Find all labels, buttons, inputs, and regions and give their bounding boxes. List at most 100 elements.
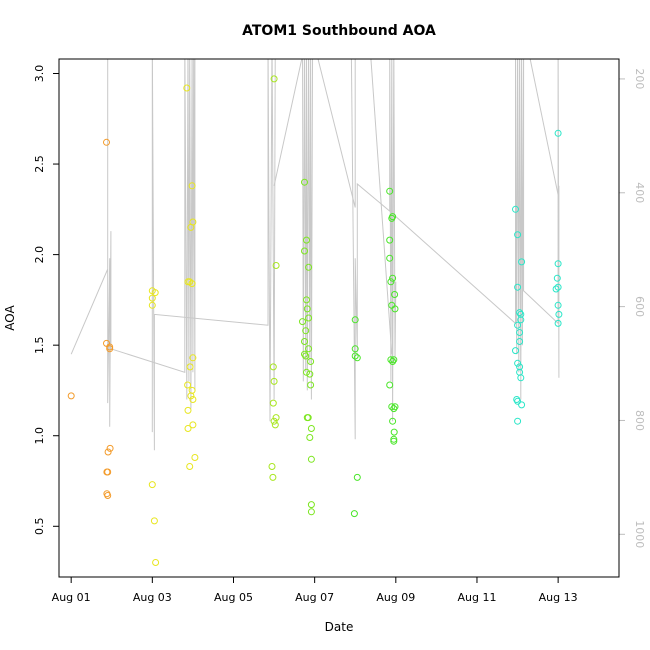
data-point-1-2 (103, 138, 110, 146)
data-point-5-22 (390, 405, 398, 413)
data-point-4-9 (302, 327, 310, 335)
data-point-5-3 (351, 352, 359, 360)
y-tick-label: 1.5 (33, 336, 46, 354)
x-tick-label: Aug 13 (539, 591, 578, 604)
data-point-5-25 (390, 428, 398, 436)
data-point-4-3 (301, 247, 308, 255)
data-point-5-4 (353, 354, 361, 362)
data-point-5-11 (386, 254, 394, 262)
data-point-6-4 (514, 283, 522, 291)
series-line-6 (393, 59, 560, 400)
data-point-6-25 (554, 301, 562, 309)
y-tick-label: 3.0 (33, 65, 46, 83)
data-point-6-19 (514, 417, 522, 425)
data-point-2-3 (151, 289, 159, 297)
y-axis-label: AOA (3, 304, 17, 330)
data-point-6-24 (552, 285, 560, 293)
data-point-4-1 (301, 178, 308, 186)
data-point-3-2 (272, 262, 280, 269)
data-point-3-4 (270, 377, 278, 385)
data-point-5-18 (389, 358, 397, 365)
data-point-4-4 (305, 263, 313, 271)
data-point-1-5 (106, 343, 114, 351)
data-point-2-11 (187, 223, 195, 231)
data-point-4-13 (305, 345, 313, 353)
series-line-7 (529, 59, 559, 195)
data-point-2-7 (152, 559, 160, 566)
data-point-2-18 (188, 386, 196, 394)
data-point-6-23 (554, 283, 562, 291)
data-point-6-1 (512, 205, 519, 213)
data-point-6-20 (554, 129, 562, 137)
data-point-1-1 (67, 392, 75, 400)
data-point-3-3 (269, 363, 277, 371)
data-point-5-5 (353, 473, 361, 481)
data-point-5-15 (388, 301, 396, 309)
x-tick-label: Aug 03 (133, 591, 172, 604)
plot-frame (58, 58, 620, 578)
series-line-3 (273, 59, 356, 400)
data-point-2-4 (148, 301, 156, 309)
data-point-4-24 (307, 508, 315, 516)
data-point-2-23 (184, 425, 192, 432)
data-point-5-27 (390, 437, 398, 445)
y-tick-label: 2.0 (33, 246, 46, 264)
data-point-2-24 (191, 454, 199, 461)
data-point-4-2 (303, 236, 310, 244)
x-tick-label: Aug 09 (376, 591, 415, 604)
data-point-5-20 (386, 381, 394, 389)
data-point-2-20 (189, 396, 197, 403)
data-point-3-9 (268, 463, 276, 470)
data-point-4-16 (306, 370, 314, 378)
data-point-3-8 (271, 421, 279, 429)
data-point-5-6 (350, 510, 358, 518)
data-point-6-8 (514, 321, 522, 329)
data-point-4-23 (307, 501, 315, 509)
data-point-6-7 (517, 316, 525, 324)
data-point-4-17 (307, 381, 315, 389)
series-line-2 (151, 59, 276, 451)
data-point-6-13 (516, 363, 524, 371)
data-points (67, 75, 563, 566)
data-point-4-22 (307, 455, 315, 463)
data-point-2-9 (188, 182, 196, 190)
data-point-6-2 (514, 231, 522, 239)
data-point-6-12 (514, 359, 522, 367)
data-point-5-2 (351, 345, 359, 353)
y-tick-label: 0.5 (33, 518, 46, 536)
data-point-6-27 (554, 319, 562, 327)
data-point-6-26 (555, 310, 563, 318)
data-point-2-14 (188, 280, 196, 288)
data-point-6-21 (554, 260, 562, 268)
data-point-6-17 (514, 397, 522, 405)
data-point-6-3 (518, 258, 526, 266)
data-point-6-5 (516, 309, 524, 317)
data-point-1-8 (104, 448, 112, 456)
data-point-3-7 (270, 417, 278, 425)
data-point-3-1 (270, 75, 278, 83)
data-point-2-17 (184, 381, 192, 389)
data-point-6-11 (512, 347, 519, 355)
data-point-5-24 (389, 417, 397, 425)
data-point-2-21 (184, 406, 192, 414)
data-point-3-10 (269, 473, 277, 481)
data-point-3-6 (272, 414, 280, 422)
data-point-5-23 (391, 403, 399, 411)
chart-title: ATOM1 Southbound AOA (242, 23, 436, 39)
data-point-6-9 (516, 329, 524, 336)
y2-tick-label: 600 (633, 296, 646, 317)
y-tick-label: 1.0 (33, 427, 46, 445)
y2-tick-label: 1000 (633, 520, 646, 548)
y2-tick-label: 400 (633, 182, 646, 203)
data-point-6-18 (518, 401, 526, 409)
data-point-6-10 (516, 338, 524, 345)
data-point-5-9 (388, 214, 396, 222)
series-lines (70, 59, 560, 451)
series-line-5 (370, 59, 393, 355)
x-tick-label: Aug 11 (457, 591, 496, 604)
data-point-4-21 (306, 434, 314, 441)
x-tick-label: Aug 07 (295, 591, 334, 604)
data-point-2-2 (148, 294, 156, 302)
x-axis-label: Date (325, 620, 354, 634)
data-point-4-10 (301, 338, 308, 345)
